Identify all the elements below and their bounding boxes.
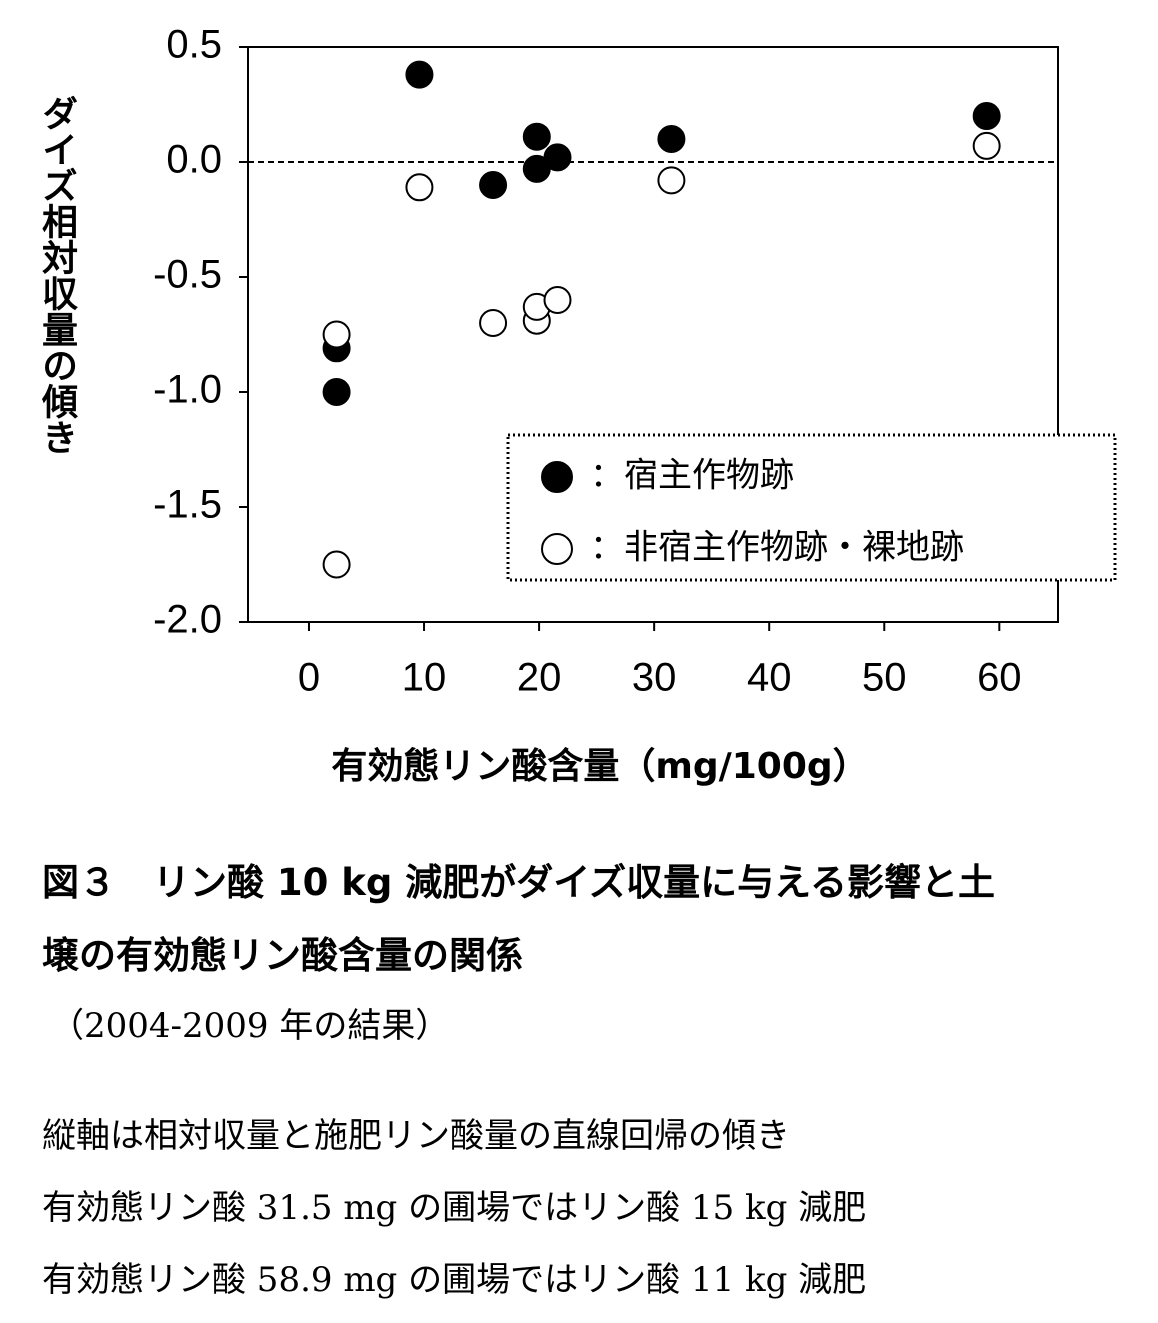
point	[479, 309, 508, 337]
y-tick-label: -1.0	[153, 368, 222, 412]
caption-title: 図３ リン酸 10 kg 減肥がダイズ収量に与える影響と土	[42, 861, 996, 904]
y-tick-label: 0.5	[166, 23, 222, 67]
x-tick-label: 40	[747, 656, 792, 700]
point	[405, 60, 434, 89]
note: 有効態リン酸 31.5 mg の圃場ではリン酸 15 kg 減肥	[42, 1188, 867, 1228]
point	[543, 286, 572, 314]
x-tick-label: 60	[977, 656, 1022, 700]
chart: ダイズ相対収量の傾き 有効態リン酸含量（mg/100g） 0.5 0.0 -0.5 -…	[36, 23, 1117, 787]
legend-box	[506, 433, 1117, 582]
x-tick-label: 50	[862, 656, 907, 700]
point	[322, 320, 351, 349]
legend-label: ：非宿主作物跡・裸地跡	[590, 528, 964, 568]
point	[405, 173, 434, 202]
y-tick-label: -0.5	[153, 253, 222, 297]
y-axis-label: ダイズ相対収量の傾き	[36, 95, 79, 455]
caption-period: （2004-2009 年の結果）	[50, 1006, 450, 1046]
caption-title: 壌の有効態リン酸含量の関係	[42, 934, 523, 977]
legend-marker	[541, 461, 573, 493]
y-tick-label: -2.0	[153, 598, 222, 642]
plot-frame	[247, 46, 1059, 623]
point	[657, 125, 686, 153]
x-tick-label: 20	[517, 656, 562, 700]
note: 有効態リン酸 58.9 mg の圃場ではリン酸 11 kg 減肥	[42, 1260, 867, 1300]
point	[479, 171, 508, 199]
y-tick-label: -1.5	[153, 483, 222, 527]
point	[322, 378, 351, 406]
y-tick-label: 0.0	[166, 138, 222, 182]
legend-marker	[541, 533, 573, 565]
legend-label: ：宿主作物跡	[590, 456, 794, 496]
point	[972, 131, 1001, 160]
point	[972, 102, 1001, 130]
point	[657, 166, 686, 195]
x-tick-label: 10	[402, 656, 447, 700]
x-tick-label: 0	[298, 656, 320, 700]
x-tick-label: 30	[632, 656, 677, 700]
note: 縦軸は相対収量と施肥リン酸量の直線回帰の傾き	[42, 1116, 790, 1156]
point	[322, 550, 351, 579]
point	[543, 143, 572, 172]
x-axis-label: 有効態リン酸含量（mg/100g）	[331, 746, 868, 787]
point	[522, 122, 551, 151]
